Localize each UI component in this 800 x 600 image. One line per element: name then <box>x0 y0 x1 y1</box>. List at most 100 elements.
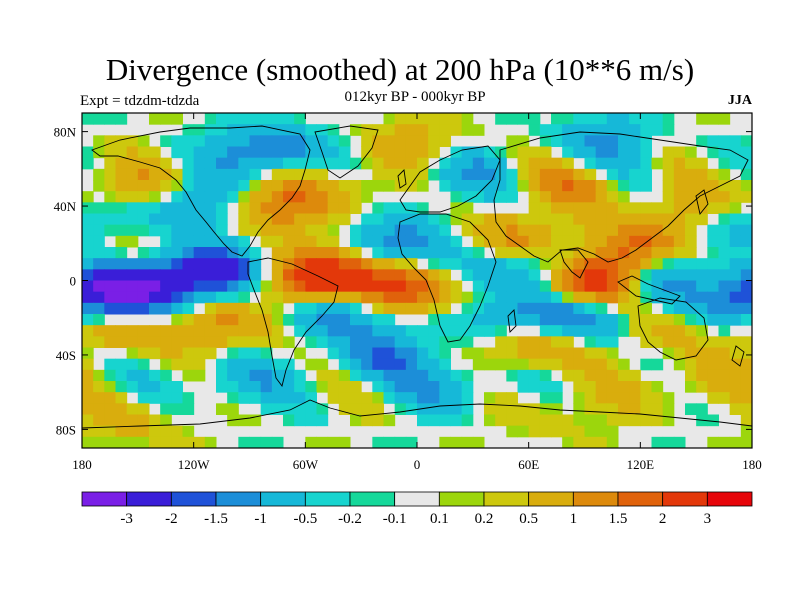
field-cell <box>528 291 541 304</box>
field-cell <box>104 135 116 147</box>
field-cell <box>271 336 284 348</box>
field-cell <box>238 224 250 237</box>
field-cell <box>573 168 585 181</box>
field-cell <box>260 146 273 159</box>
field-cell <box>193 180 206 192</box>
field-cell <box>271 325 284 337</box>
field-cell <box>283 392 295 404</box>
field-cell <box>182 124 195 136</box>
field-cell <box>484 291 496 304</box>
field-cell <box>350 258 362 270</box>
field-cell <box>707 135 719 147</box>
field-cell <box>673 191 686 203</box>
field-cell <box>506 336 518 348</box>
field-cell <box>718 302 731 315</box>
field-cell <box>629 213 641 226</box>
field-cell <box>573 213 585 226</box>
field-cell <box>439 124 451 136</box>
field-cell <box>82 157 94 170</box>
field-cell <box>383 124 396 136</box>
field-cell <box>204 347 217 360</box>
field-cell <box>551 124 563 136</box>
field-cell <box>707 146 719 159</box>
field-cell <box>372 392 384 404</box>
field-cell <box>484 213 496 226</box>
field-cell <box>495 258 507 270</box>
field-cell <box>160 180 172 192</box>
field-cell <box>506 113 518 125</box>
field-cell <box>383 314 396 326</box>
field-cell <box>126 425 139 438</box>
field-cell <box>673 202 686 214</box>
field-cell <box>394 258 407 270</box>
field-cell <box>506 269 518 281</box>
field-cell <box>82 336 94 348</box>
field-cell <box>584 436 597 449</box>
field-cell <box>160 235 172 248</box>
field-cell <box>216 369 228 382</box>
field-cell <box>216 180 228 192</box>
field-cell <box>685 381 697 393</box>
field-cell <box>740 168 753 181</box>
field-cell <box>450 157 463 170</box>
field-cell <box>115 291 128 304</box>
field-cell <box>640 414 652 427</box>
field-cell <box>417 113 429 125</box>
field-cell <box>562 358 574 371</box>
field-cell <box>283 369 295 382</box>
field-cell <box>260 157 273 170</box>
field-cell <box>640 403 652 415</box>
field-cell <box>372 369 384 382</box>
field-cell <box>506 180 518 192</box>
field-cell <box>283 235 295 248</box>
field-cell <box>461 269 474 281</box>
field-cell <box>171 403 183 415</box>
field-cell <box>707 369 719 382</box>
field-cell <box>294 113 306 125</box>
field-cell <box>629 124 641 136</box>
field-cell <box>685 224 697 237</box>
field-cell <box>528 369 541 382</box>
field-cell <box>495 403 507 415</box>
field-cell <box>283 280 295 293</box>
field-cell <box>707 336 719 348</box>
field-cell <box>472 235 485 248</box>
field-cell <box>115 157 128 170</box>
field-cell <box>294 168 306 181</box>
field-cell <box>685 269 697 281</box>
field-cell <box>160 302 172 315</box>
field-cell <box>551 414 563 427</box>
field-cell <box>383 302 396 315</box>
field-cell <box>573 280 585 293</box>
field-cell <box>283 146 295 159</box>
field-cell <box>595 124 608 136</box>
field-cell <box>417 247 429 259</box>
field-cell <box>305 247 317 259</box>
field-cell <box>618 403 630 415</box>
field-cell <box>82 358 94 371</box>
field-cell <box>584 392 597 404</box>
field-cell <box>316 302 329 315</box>
field-cell <box>651 213 664 226</box>
field-cell <box>707 414 719 427</box>
field-cell <box>171 302 183 315</box>
field-cell <box>171 280 183 293</box>
field-cell <box>428 124 440 136</box>
field-cell <box>472 247 485 259</box>
field-cell <box>305 191 317 203</box>
field-cell <box>93 258 105 270</box>
field-cell <box>104 146 116 159</box>
field-cell <box>405 135 418 147</box>
field-cell <box>461 403 474 415</box>
field-cell <box>149 247 161 259</box>
field-cell <box>93 291 105 304</box>
field-cell <box>506 414 518 427</box>
field-cell <box>137 180 150 192</box>
field-cell <box>394 369 407 382</box>
field-cell <box>685 302 697 315</box>
field-cell <box>238 146 250 159</box>
plot-subtitle: 012kyr BP - 000kyr BP <box>344 89 486 105</box>
field-cell <box>718 168 731 181</box>
field-cell <box>428 336 440 348</box>
field-cell <box>93 280 105 293</box>
